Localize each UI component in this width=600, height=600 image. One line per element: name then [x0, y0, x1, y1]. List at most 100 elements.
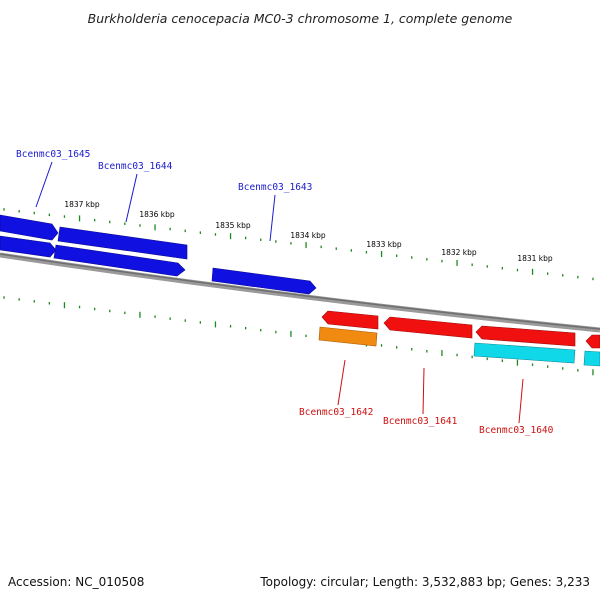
- scale-tick-minor: [411, 348, 413, 351]
- scale-tick-minor: [365, 251, 368, 254]
- scale-tick-minor: [199, 321, 201, 324]
- scale-tick-minor: [547, 272, 549, 275]
- gene-label-reverse[interactable]: Bcenmc03_1641: [383, 416, 458, 427]
- gene-arrow-forward[interactable]: [0, 235, 57, 258]
- scale-tick-minor: [577, 369, 579, 372]
- gene-arrow-reverse[interactable]: [585, 334, 600, 349]
- scale-tick-minor: [33, 300, 35, 303]
- scale-tick-major: [441, 350, 443, 357]
- gene-label-forward[interactable]: Bcenmc03_1645: [16, 149, 90, 160]
- scale-tick-minor: [18, 210, 20, 213]
- scale-tick-minor: [290, 242, 292, 245]
- genome-summary-text: Topology: circular; Length: 3,532,883 bp…: [259, 575, 590, 589]
- scale-tick-major: [214, 321, 217, 328]
- scale-tick-minor: [260, 328, 262, 332]
- scale-tick-minor: [18, 298, 20, 301]
- chromosome-backbone: [0, 252, 600, 333]
- gene-arrow-reverse[interactable]: [475, 325, 576, 347]
- scale-tick-major: [78, 215, 81, 222]
- scale-tick-minor: [184, 229, 186, 233]
- scale-tick-minor: [109, 309, 111, 313]
- scale-tick-minor: [320, 245, 322, 249]
- scale-label: 1835 kbp: [215, 221, 251, 230]
- label-leader-line: [337, 359, 346, 406]
- scale-tick-major: [456, 259, 458, 266]
- scale-tick-minor: [547, 365, 549, 368]
- scale-tick-minor: [275, 330, 277, 334]
- label-leader-line: [269, 194, 276, 242]
- scale-tick-major: [229, 233, 232, 240]
- scale-tick-minor: [139, 224, 141, 227]
- gene-arrow-forward[interactable]: [53, 244, 186, 277]
- scale-tick-major: [516, 359, 519, 366]
- scale-tick-minor: [486, 357, 488, 361]
- scale-tick-minor: [380, 344, 383, 347]
- label-leader-line: [518, 378, 524, 424]
- scale-tick-minor: [441, 259, 443, 263]
- scale-tick-minor: [471, 263, 473, 266]
- scale-tick-major: [290, 330, 292, 337]
- scale-tick-minor: [109, 220, 111, 224]
- scale-tick-minor: [33, 211, 35, 215]
- scale-tick-minor: [501, 359, 503, 362]
- scale-ticks-lower: [3, 296, 594, 376]
- scale-tick-minor: [411, 256, 413, 259]
- scale-tick-minor: [48, 302, 50, 305]
- gene-arrow-forward[interactable]: [211, 267, 317, 295]
- scale-tick-minor: [486, 265, 488, 268]
- scale-tick-minor: [199, 231, 201, 234]
- feature-orange[interactable]: [318, 326, 378, 347]
- scale-tick-minor: [456, 353, 458, 357]
- scale-tick-minor: [577, 275, 579, 279]
- scale-tick-minor: [245, 236, 247, 240]
- scale-tick-minor: [169, 227, 171, 231]
- scale-tick-major: [139, 311, 141, 318]
- gene-arrow-forward[interactable]: [57, 226, 188, 260]
- scale-tick-minor: [78, 305, 81, 309]
- scale-tick-minor: [396, 346, 398, 349]
- scale-tick-minor: [184, 319, 186, 322]
- scale-tick-minor: [562, 367, 564, 370]
- scale-tick-minor: [426, 350, 428, 353]
- gene-label-forward[interactable]: Bcenmc03_1644: [98, 161, 173, 172]
- gene-arrow-reverse[interactable]: [383, 316, 473, 339]
- label-leader-line: [125, 173, 138, 223]
- feature-cyan[interactable]: [473, 342, 576, 364]
- scale-tick-minor: [154, 315, 156, 318]
- feature-cyan[interactable]: [583, 350, 600, 367]
- scale-label: 1831 kbp: [517, 254, 553, 263]
- scale-tick-major: [531, 268, 534, 275]
- scale-tick-minor: [3, 208, 5, 211]
- map-title: Burkholderia cenocepacia MC0-3 chromosom…: [88, 11, 513, 26]
- gene-label-reverse[interactable]: Bcenmc03_1642: [299, 407, 373, 418]
- label-leader-line: [422, 367, 425, 415]
- chromosome-backbone-line: [0, 253, 600, 330]
- scale-tick-major: [592, 369, 594, 376]
- scale-label: 1832 kbp: [441, 248, 477, 257]
- gene-arrow-forward[interactable]: [0, 214, 59, 241]
- scale-tick-minor: [124, 311, 126, 315]
- scale-tick-minor: [260, 238, 262, 241]
- scale-tick-minor: [214, 233, 217, 236]
- scale-tick-minor: [124, 222, 126, 225]
- scale-tick-minor: [169, 317, 171, 320]
- scale-tick-minor: [229, 325, 232, 328]
- scale-tick-minor: [335, 247, 337, 250]
- gene-label-reverse[interactable]: Bcenmc03_1640: [479, 425, 554, 436]
- scale-tick-major: [305, 242, 307, 249]
- scale-tick-minor: [275, 240, 277, 243]
- scale-tick-minor: [516, 268, 519, 272]
- scale-tick-major: [63, 302, 66, 309]
- scale-tick-minor: [396, 254, 398, 257]
- scale-label: 1833 kbp: [366, 240, 402, 249]
- scale-tick-minor: [63, 215, 66, 218]
- gene-arrow-reverse[interactable]: [321, 310, 379, 330]
- scale-label: 1837 kbp: [64, 200, 100, 209]
- gene-label-forward[interactable]: Bcenmc03_1643: [238, 182, 312, 193]
- scale-tick-minor: [48, 213, 50, 217]
- scale-tick-minor: [426, 258, 428, 261]
- scale-tick-minor: [531, 363, 534, 366]
- scale-tick-minor: [592, 277, 594, 281]
- scale-tick-minor: [94, 218, 96, 222]
